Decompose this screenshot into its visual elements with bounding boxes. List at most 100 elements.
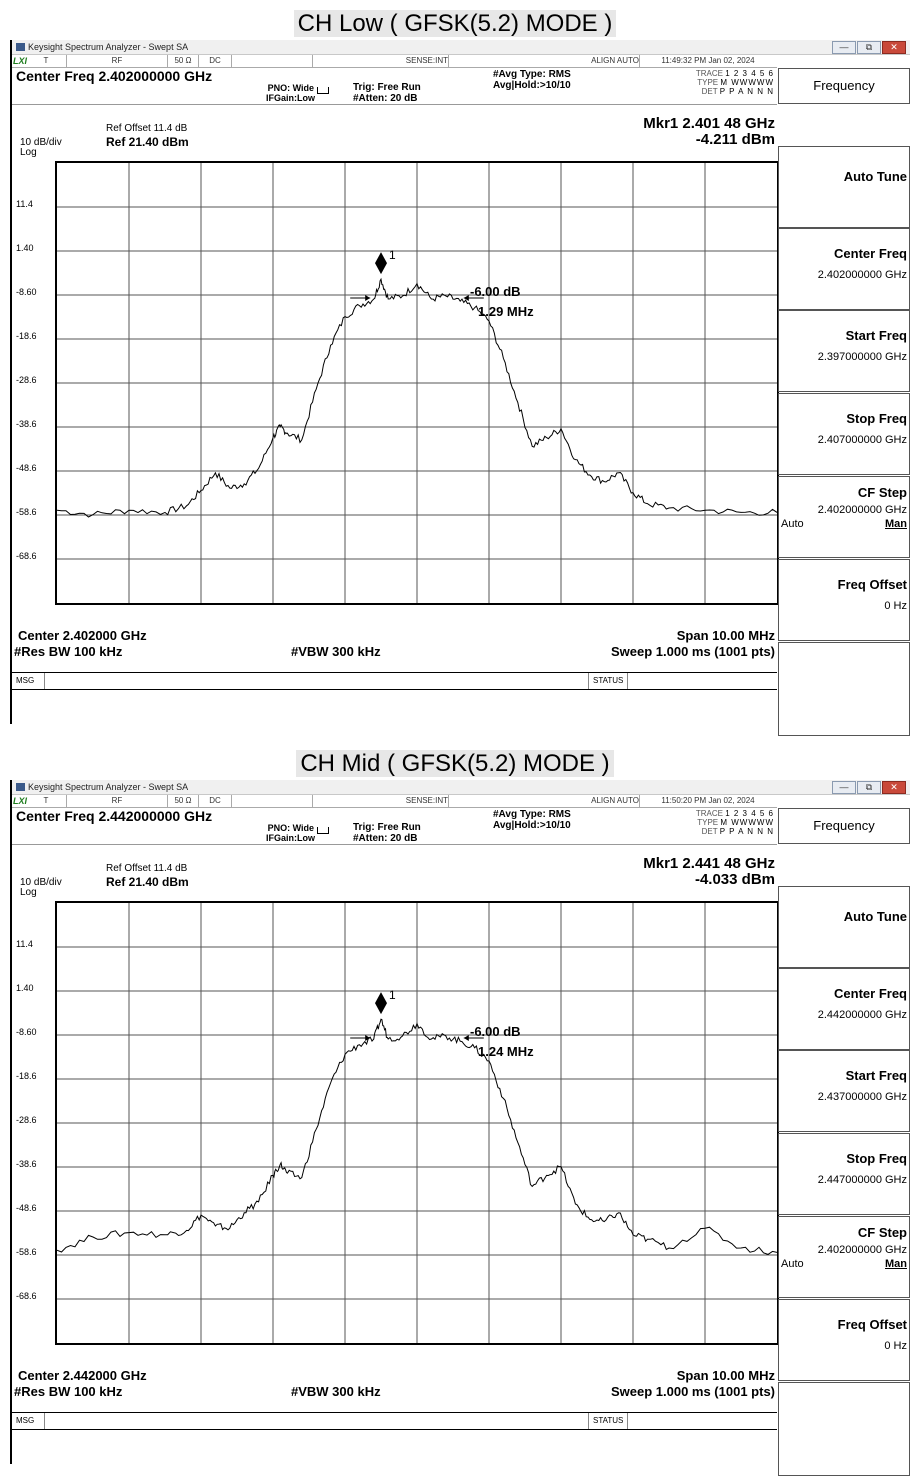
det-values: P P A N N N — [719, 87, 774, 96]
window-titlebar: Keysight Spectrum Analyzer - Swept SA — … — [12, 780, 910, 795]
softkey-stop-freq[interactable]: Stop Freq 2.407000000 GHz — [778, 393, 910, 475]
pno-setting: PNO: Wide — [267, 83, 314, 93]
ndb-left-arrow-icon-head — [365, 1035, 371, 1041]
cf-step-man[interactable]: Man — [885, 1258, 907, 1270]
message-bar: MSG STATUS — [12, 672, 777, 690]
cf-step-auto[interactable]: Auto — [781, 1258, 804, 1270]
trigger-setting: Trig: Free Run — [353, 82, 421, 93]
det-label: DET — [701, 87, 718, 96]
restore-icon[interactable]: ⧉ — [857, 41, 881, 54]
marker-diamond-icon — [375, 252, 387, 275]
softkey-frequency-header: Frequency — [778, 808, 910, 844]
auto-tune-label: Auto Tune — [843, 909, 907, 924]
pno-icon — [317, 87, 329, 94]
softkey-cf-step[interactable]: CF Step 2.402000000 GHz Auto Man — [778, 1216, 910, 1298]
softkey-center-freq[interactable]: Center Freq 2.442000000 GHz — [778, 968, 910, 1050]
atten-setting: #Atten: 20 dB — [353, 833, 418, 844]
plot-area: Ref Offset 11.4 dB 10 dB/div Ref 21.40 d… — [12, 845, 779, 1465]
center-frequency: Center 2.442000 GHz — [18, 1368, 147, 1383]
status-label: STATUS — [588, 1413, 623, 1429]
bandwidth-annotation: 1.24 MHz — [478, 1044, 534, 1059]
timestamp: 11:50:20 PM Jan 02, 2024 — [661, 796, 755, 805]
trace-label: TRACE — [695, 809, 723, 818]
minimize-icon[interactable]: — — [832, 41, 856, 54]
start-freq-key-label: Start Freq — [845, 1068, 907, 1083]
y-tick-label: 1.40 — [16, 983, 34, 993]
rf-indicator: RF — [67, 795, 168, 807]
ndb-right-arrow-icon-head — [463, 295, 469, 301]
marker-diamond-icon — [375, 992, 387, 1015]
y-tick-label: 11.4 — [16, 199, 33, 209]
y-tick-label: -48.6 — [16, 1203, 37, 1213]
status-label: STATUS — [588, 673, 623, 689]
auto-tune-label: Auto Tune — [843, 169, 907, 184]
softkey-header-label: Frequency — [813, 78, 875, 93]
center-freq-label[interactable]: Center Freq 2.442000000 GHz — [16, 808, 213, 824]
avg-hold: Avg|Hold:>10/10 — [493, 80, 571, 91]
window-title: Keysight Spectrum Analyzer - Swept SA — [28, 42, 189, 52]
det-values: P P A N N N — [719, 827, 774, 836]
ndb-annotation: -6.00 dB — [470, 284, 521, 299]
scale-div: 10 dB/div — [20, 877, 62, 888]
measurement-header: Center Freq 2.402000000 GHz PNO: Wide IF… — [12, 68, 777, 105]
lxi-indicator: LXI — [13, 56, 28, 66]
center-freq-label[interactable]: Center Freq 2.402000000 GHz — [16, 68, 213, 84]
marker-frequency: Mkr1 2.441 48 GHz — [643, 855, 775, 872]
cf-step-man[interactable]: Man — [885, 518, 907, 530]
channel-title-text: CH Mid ( GFSK(5.2) MODE ) — [296, 750, 614, 777]
rf-indicator: RF — [67, 55, 168, 67]
cf-step-auto[interactable]: Auto — [781, 518, 804, 530]
close-icon[interactable]: ✕ — [882, 41, 906, 54]
marker-number: 1 — [389, 988, 396, 1002]
cf-step-key-value: 2.402000000 GHz — [817, 1244, 907, 1256]
softkey-freq-offset[interactable]: Freq Offset 0 Hz — [778, 1299, 910, 1381]
spectrum-plot: 1 — [57, 163, 777, 603]
marker-number: 1 — [389, 248, 396, 262]
plot-area: Ref Offset 11.4 dB 10 dB/div Ref 21.40 d… — [12, 105, 779, 725]
freq-offset-key-value: 0 Hz — [884, 1340, 907, 1352]
close-icon[interactable]: ✕ — [882, 781, 906, 794]
type-values: M WWWWW — [720, 78, 774, 87]
stop-freq-key-value: 2.447000000 GHz — [817, 1174, 907, 1186]
softkey-start-freq[interactable]: Start Freq 2.437000000 GHz — [778, 1050, 910, 1132]
center-freq-key-value: 2.402000000 GHz — [817, 269, 907, 281]
softkey-empty — [778, 1382, 910, 1476]
marker-power: -4.211 dBm — [695, 131, 775, 148]
y-tick-label: -68.6 — [16, 551, 37, 561]
minimize-icon[interactable]: — — [832, 781, 856, 794]
video-bandwidth: #VBW 300 kHz — [291, 1384, 381, 1399]
softkey-center-freq[interactable]: Center Freq 2.402000000 GHz — [778, 228, 910, 310]
msg-content — [44, 673, 589, 689]
y-tick-label: -58.6 — [16, 1247, 37, 1257]
video-bandwidth: #VBW 300 kHz — [291, 644, 381, 659]
softkey-start-freq[interactable]: Start Freq 2.397000000 GHz — [778, 310, 910, 392]
y-tick-label: -48.6 — [16, 463, 37, 473]
softkey-auto-tune[interactable]: Auto Tune — [778, 886, 910, 968]
softkey-stop-freq[interactable]: Stop Freq 2.447000000 GHz — [778, 1133, 910, 1215]
ifgain-setting: IFGain:Low — [266, 833, 315, 843]
type-label: TYPE — [697, 818, 719, 827]
ref-level: Ref 21.40 dBm — [106, 135, 189, 149]
align-indicator: ALIGN AUTO — [449, 795, 640, 807]
sweep-time: Sweep 1.000 ms (1001 pts) — [610, 644, 775, 659]
impedance-indicator: 50 Ω — [168, 55, 199, 67]
scale-type: Log — [20, 147, 37, 158]
ref-offset: Ref Offset 11.4 dB — [106, 123, 188, 134]
trigger-indicator: T — [26, 795, 67, 807]
sense-indicator: SENSE:INT — [313, 55, 449, 67]
app-icon — [16, 43, 25, 51]
softkey-auto-tune[interactable]: Auto Tune — [778, 146, 910, 228]
softkey-freq-offset[interactable]: Freq Offset 0 Hz — [778, 559, 910, 641]
trace-label: TRACE — [695, 69, 723, 78]
y-tick-label: -58.6 — [16, 507, 37, 517]
marker-power: -4.033 dBm — [694, 871, 775, 888]
softkey-cf-step[interactable]: CF Step 2.402000000 GHz Auto Man — [778, 476, 910, 558]
y-tick-label: -28.6 — [16, 1115, 37, 1125]
avg-type: #Avg Type: RMS — [493, 69, 571, 80]
start-freq-key-label: Start Freq — [845, 328, 907, 343]
trigger-indicator: T — [26, 55, 67, 67]
restore-icon[interactable]: ⧉ — [857, 781, 881, 794]
channel-title: CH Mid ( GFSK(5.2) MODE ) — [0, 748, 910, 780]
freq-offset-key-value: 0 Hz — [884, 600, 907, 612]
atten-setting: #Atten: 20 dB — [353, 93, 418, 104]
